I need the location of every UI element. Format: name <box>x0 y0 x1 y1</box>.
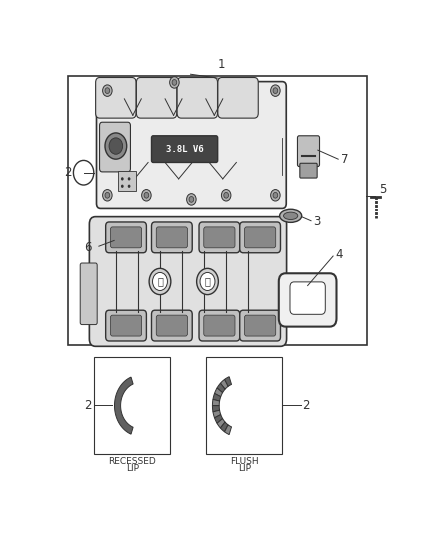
FancyBboxPatch shape <box>106 310 146 341</box>
Polygon shape <box>212 399 219 406</box>
Circle shape <box>144 192 149 198</box>
Text: 6: 6 <box>84 241 92 254</box>
Text: FLUSH: FLUSH <box>230 457 258 466</box>
Circle shape <box>109 138 123 154</box>
FancyBboxPatch shape <box>106 222 146 253</box>
Bar <box>94 358 170 454</box>
FancyBboxPatch shape <box>240 222 280 253</box>
FancyBboxPatch shape <box>152 136 218 163</box>
Text: 2: 2 <box>85 399 92 412</box>
Polygon shape <box>225 377 232 386</box>
FancyBboxPatch shape <box>300 163 317 178</box>
Text: 2: 2 <box>64 166 72 179</box>
Text: 4: 4 <box>336 248 343 261</box>
Text: 5: 5 <box>380 183 387 196</box>
Circle shape <box>271 190 280 201</box>
Text: 3: 3 <box>314 215 321 229</box>
Circle shape <box>197 268 219 295</box>
Circle shape <box>273 192 278 198</box>
Text: LIP: LIP <box>126 464 139 473</box>
FancyBboxPatch shape <box>152 222 192 253</box>
Circle shape <box>189 197 194 202</box>
FancyBboxPatch shape <box>136 77 177 118</box>
Bar <box>68 76 367 345</box>
FancyBboxPatch shape <box>204 227 235 248</box>
FancyBboxPatch shape <box>99 122 131 172</box>
FancyBboxPatch shape <box>96 82 286 208</box>
Text: 3.8L V6: 3.8L V6 <box>166 144 203 154</box>
Circle shape <box>187 193 196 205</box>
FancyBboxPatch shape <box>80 263 97 325</box>
Text: 7: 7 <box>341 154 348 166</box>
FancyBboxPatch shape <box>152 310 192 341</box>
Circle shape <box>149 268 171 295</box>
Polygon shape <box>220 379 228 389</box>
Circle shape <box>121 184 124 188</box>
Circle shape <box>200 272 215 290</box>
FancyBboxPatch shape <box>110 227 141 248</box>
FancyBboxPatch shape <box>156 227 187 248</box>
Polygon shape <box>217 418 225 428</box>
Polygon shape <box>114 377 133 434</box>
Polygon shape <box>217 383 225 393</box>
Circle shape <box>128 177 131 181</box>
Text: Ⓗ: Ⓗ <box>157 277 163 286</box>
Text: LIP: LIP <box>238 464 251 473</box>
Circle shape <box>271 85 280 96</box>
Polygon shape <box>225 425 232 434</box>
Circle shape <box>170 77 179 88</box>
FancyBboxPatch shape <box>204 315 235 336</box>
Bar <box>206 358 282 454</box>
Polygon shape <box>215 415 223 423</box>
Polygon shape <box>212 406 219 412</box>
Circle shape <box>152 272 167 290</box>
FancyBboxPatch shape <box>244 227 276 248</box>
Circle shape <box>102 85 112 96</box>
Text: Ⓗ: Ⓗ <box>205 277 210 286</box>
Circle shape <box>128 184 131 188</box>
Circle shape <box>141 190 151 201</box>
FancyBboxPatch shape <box>199 310 240 341</box>
FancyBboxPatch shape <box>297 136 320 166</box>
Circle shape <box>74 160 94 185</box>
FancyBboxPatch shape <box>279 273 336 327</box>
Circle shape <box>224 192 229 198</box>
Circle shape <box>273 88 278 93</box>
FancyBboxPatch shape <box>199 222 240 253</box>
FancyBboxPatch shape <box>89 216 286 346</box>
Circle shape <box>121 177 124 181</box>
Text: 2: 2 <box>303 399 310 412</box>
Ellipse shape <box>283 212 298 220</box>
FancyBboxPatch shape <box>95 77 136 118</box>
Text: RECESSED: RECESSED <box>108 457 156 466</box>
Polygon shape <box>220 422 228 432</box>
Circle shape <box>102 190 112 201</box>
Circle shape <box>105 192 110 198</box>
FancyBboxPatch shape <box>290 282 325 314</box>
FancyBboxPatch shape <box>177 77 218 118</box>
Text: 1: 1 <box>217 58 225 71</box>
Polygon shape <box>213 393 221 401</box>
FancyBboxPatch shape <box>244 315 276 336</box>
FancyBboxPatch shape <box>240 310 280 341</box>
Circle shape <box>105 88 110 93</box>
Bar <box>117 171 136 191</box>
Polygon shape <box>215 388 223 397</box>
Circle shape <box>172 79 177 85</box>
Ellipse shape <box>279 209 302 222</box>
Circle shape <box>105 133 127 159</box>
FancyBboxPatch shape <box>218 77 258 118</box>
FancyBboxPatch shape <box>156 315 187 336</box>
Circle shape <box>222 190 231 201</box>
FancyBboxPatch shape <box>110 315 141 336</box>
Polygon shape <box>213 410 221 418</box>
